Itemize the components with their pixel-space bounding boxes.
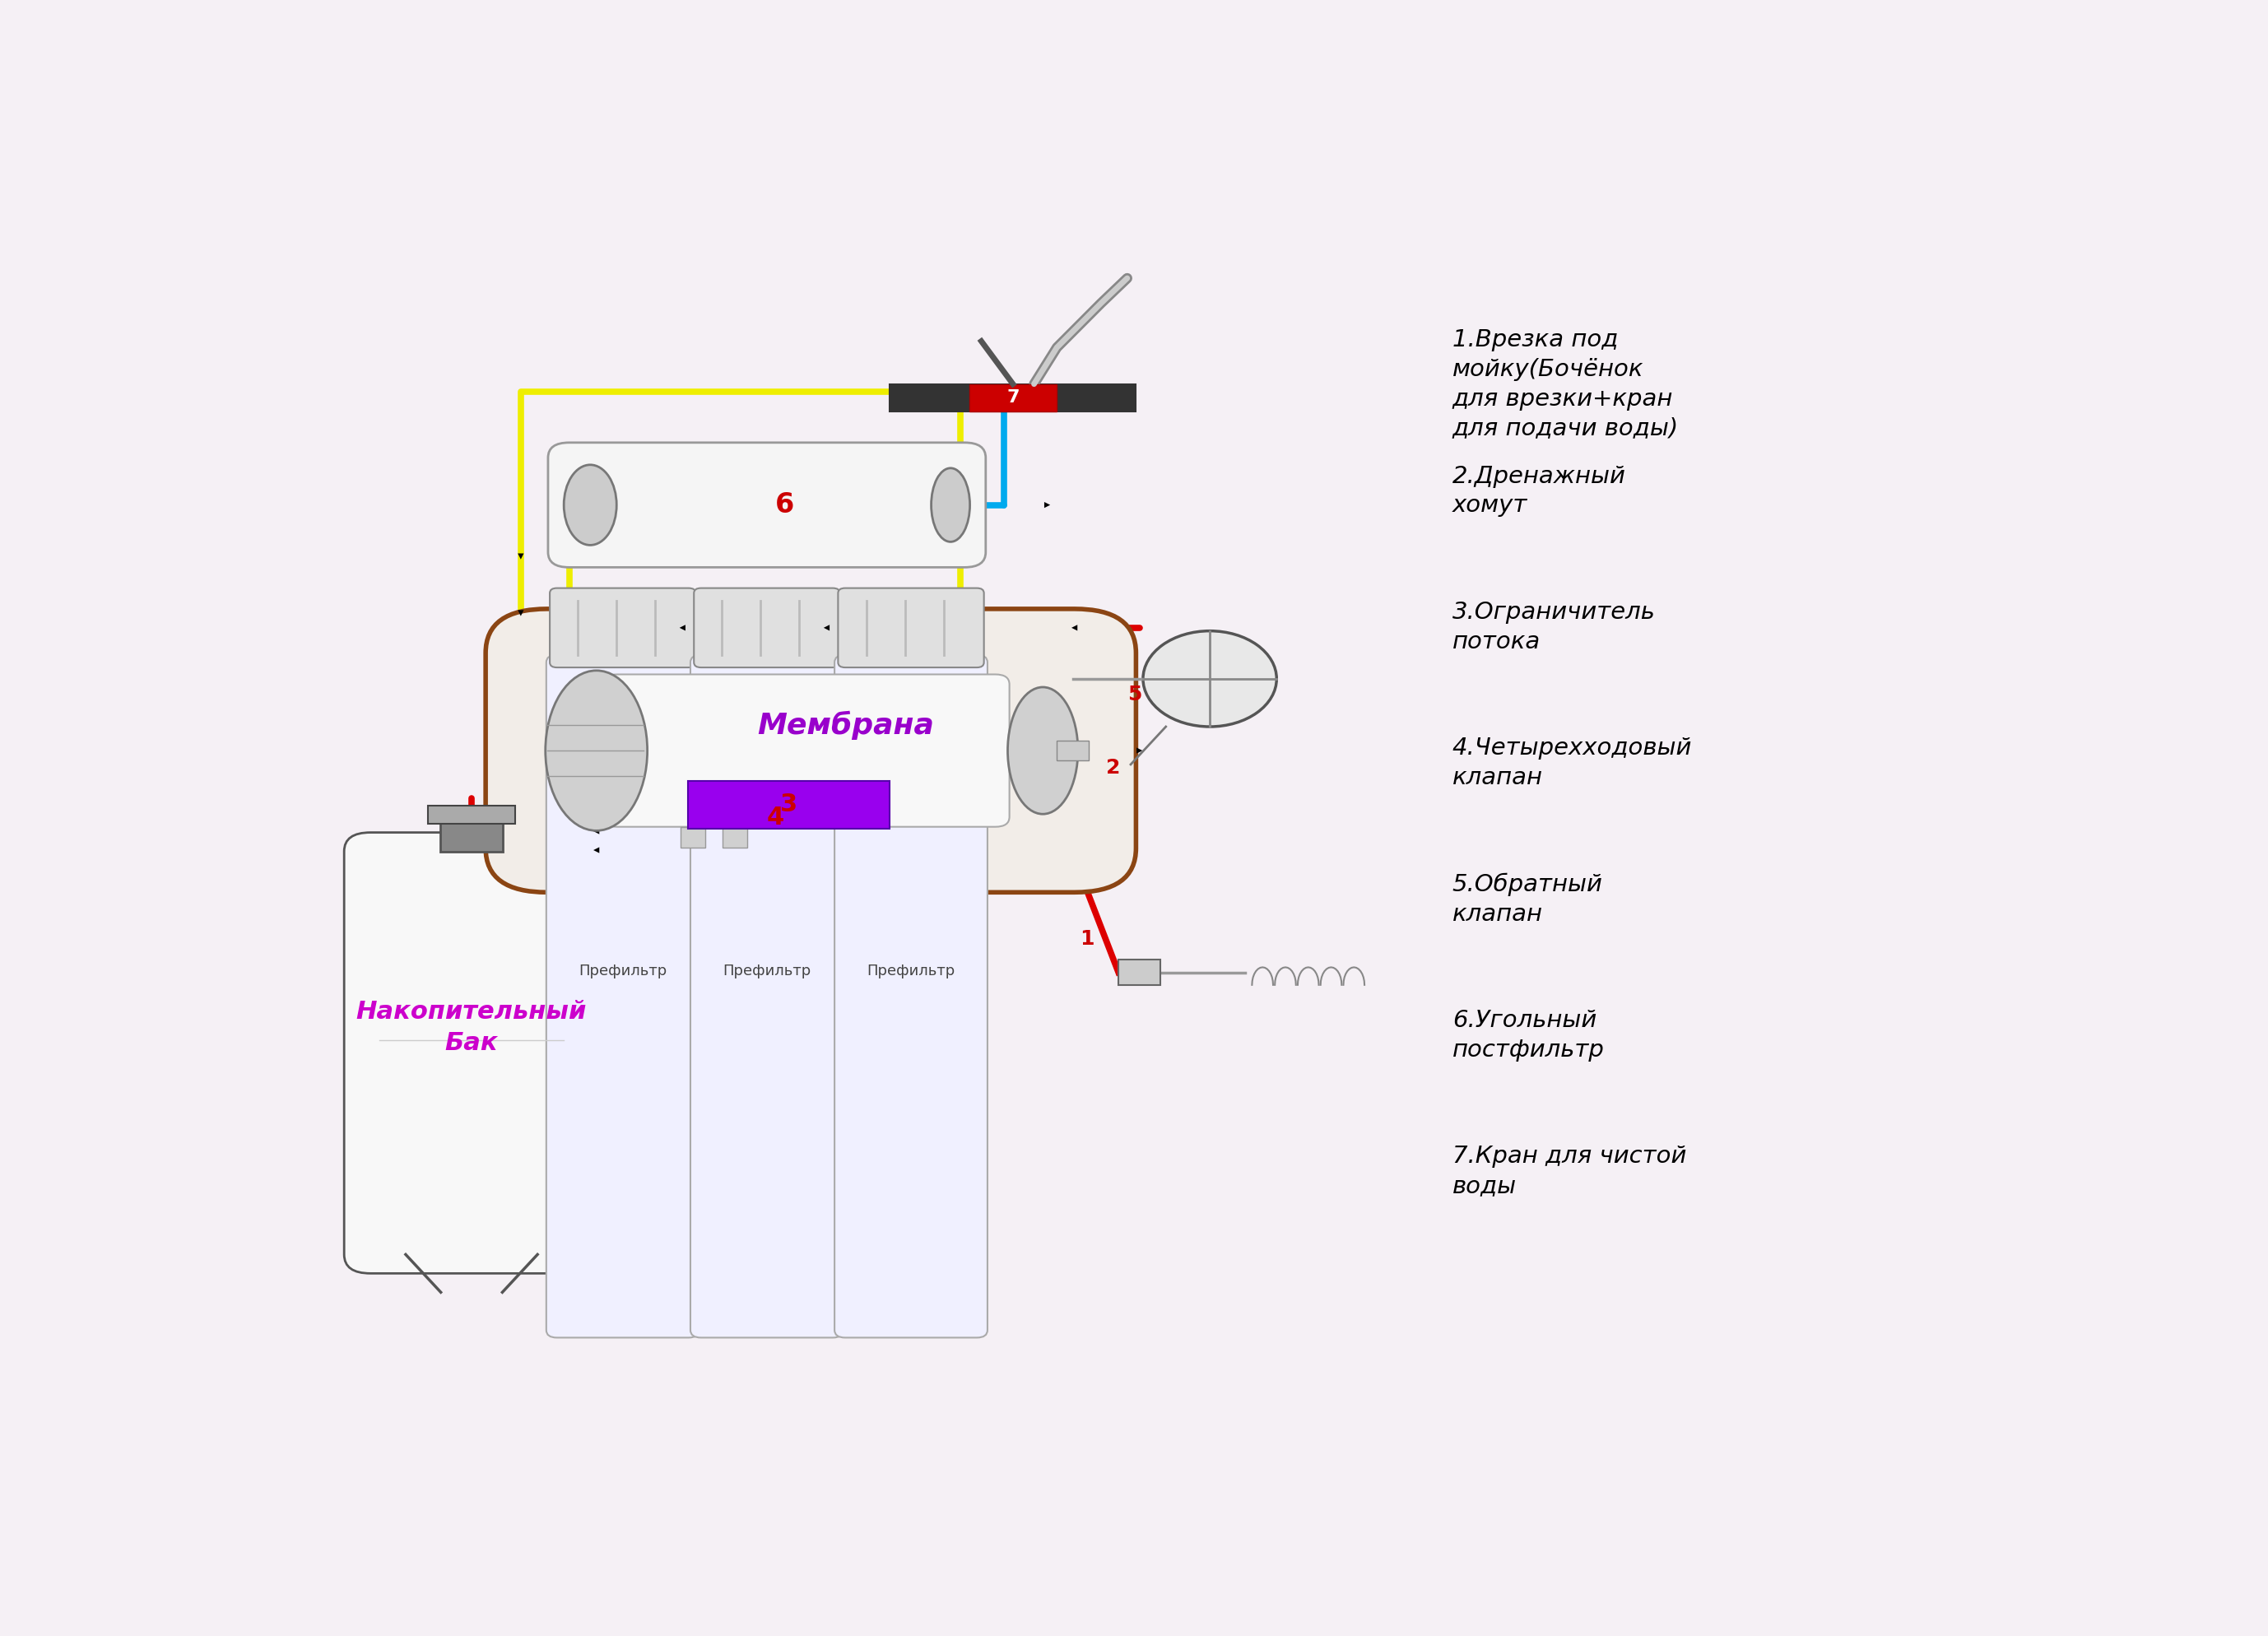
Text: 5.Обратный
клапан: 5.Обратный клапан (1452, 872, 1603, 926)
Bar (680, 828, 705, 847)
Ellipse shape (932, 468, 971, 542)
Bar (429, 807, 515, 823)
FancyBboxPatch shape (547, 654, 699, 1338)
Ellipse shape (544, 671, 646, 831)
Ellipse shape (1007, 687, 1077, 815)
Text: 1: 1 (1080, 929, 1093, 949)
FancyBboxPatch shape (839, 587, 984, 667)
FancyBboxPatch shape (689, 654, 844, 1338)
Circle shape (1143, 631, 1277, 726)
Text: Мембрана: Мембрана (758, 712, 934, 739)
Text: 2.Дренажный
хомут: 2.Дренажный хомут (1452, 465, 1626, 517)
Text: 4.Четырехходовый
клапан: 4.Четырехходовый клапан (1452, 736, 1692, 789)
FancyBboxPatch shape (835, 654, 987, 1338)
Text: Накопительный
Бак: Накопительный Бак (356, 1000, 587, 1055)
Text: 6.Угольный
постфильтр: 6.Угольный постфильтр (1452, 1009, 1603, 1062)
Bar (723, 828, 748, 847)
FancyBboxPatch shape (345, 833, 599, 1273)
FancyBboxPatch shape (549, 443, 987, 568)
Bar (440, 816, 503, 851)
Ellipse shape (565, 465, 617, 545)
Bar (968, 384, 1057, 412)
Bar (889, 384, 1136, 412)
Text: 5: 5 (1127, 684, 1141, 705)
Text: 7: 7 (1007, 389, 1018, 406)
Text: 4: 4 (767, 807, 785, 829)
Text: 7.Кран для чистой
воды: 7.Кран для чистой воды (1452, 1145, 1687, 1198)
Text: 6: 6 (776, 491, 794, 519)
Text: Префильтр: Префильтр (578, 964, 667, 978)
FancyBboxPatch shape (485, 609, 1136, 892)
Text: 3.Ограничитель
потока: 3.Ограничитель потока (1452, 600, 1656, 653)
Text: 3: 3 (780, 793, 798, 816)
Text: Префильтр: Префильтр (723, 964, 812, 978)
Text: 2: 2 (1107, 757, 1120, 777)
Bar (1118, 960, 1161, 985)
FancyBboxPatch shape (603, 674, 1009, 826)
Bar (1057, 741, 1089, 761)
FancyBboxPatch shape (694, 587, 839, 667)
Text: 1.Врезка под
мойку(Бочёнок
для врезки+кран
для подачи воды): 1.Врезка под мойку(Бочёнок для врезки+кр… (1452, 329, 1678, 440)
Bar (687, 780, 889, 829)
Text: Префильтр: Префильтр (866, 964, 955, 978)
FancyBboxPatch shape (549, 587, 696, 667)
